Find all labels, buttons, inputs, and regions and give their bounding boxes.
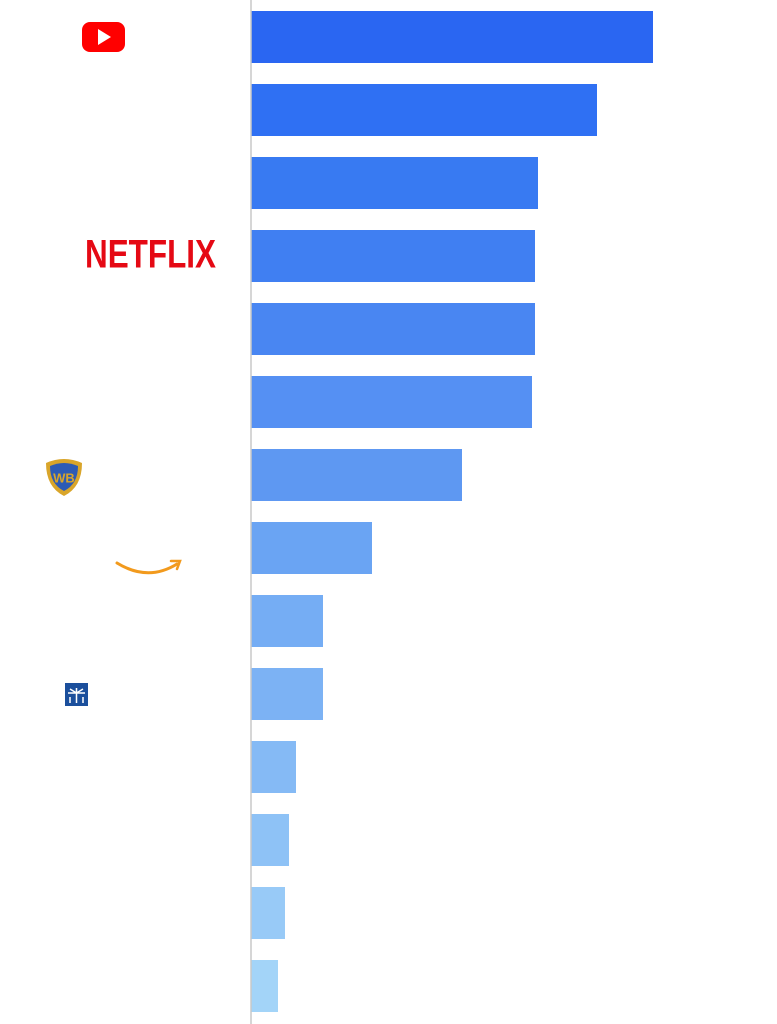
youtube-logo xyxy=(82,22,125,52)
bar xyxy=(251,157,538,209)
wb-logo: WB xyxy=(46,459,82,496)
bar xyxy=(251,449,462,501)
amazon-logo xyxy=(115,559,182,575)
studio-logo xyxy=(65,683,88,706)
bar xyxy=(251,741,296,793)
bar xyxy=(251,84,597,136)
bar xyxy=(251,887,285,939)
bar xyxy=(251,960,278,1012)
bar xyxy=(251,522,372,574)
bar xyxy=(251,230,535,282)
bar xyxy=(251,376,532,428)
bar xyxy=(251,814,289,866)
bar xyxy=(251,11,653,63)
wb-mark: WB xyxy=(53,470,75,485)
bar xyxy=(251,668,323,720)
bar xyxy=(251,303,535,355)
category-label: NETFLIX xyxy=(85,233,216,277)
bar xyxy=(251,595,323,647)
